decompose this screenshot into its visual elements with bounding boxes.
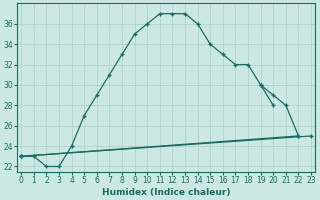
X-axis label: Humidex (Indice chaleur): Humidex (Indice chaleur) [102, 188, 230, 197]
